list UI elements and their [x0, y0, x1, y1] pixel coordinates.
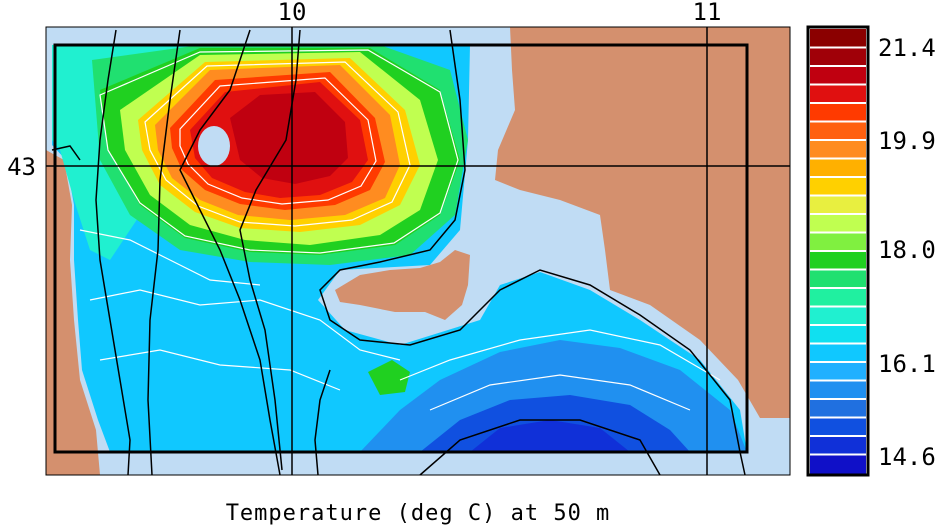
colorbar-label-19-9: 19.9 [878, 127, 936, 155]
colorbar-swatch [810, 47, 866, 67]
colorbar-swatch [810, 121, 866, 141]
land-mainland-east [495, 27, 790, 418]
colorbar-swatch [810, 362, 866, 381]
colorbar-swatch [810, 417, 866, 437]
colorbar-swatches [810, 29, 866, 474]
colorbar-swatch [810, 66, 866, 85]
colorbar-swatch [810, 158, 866, 178]
colorbar-swatch [810, 177, 866, 196]
field-hot-core [230, 92, 348, 184]
field-cool-eddy [198, 126, 230, 166]
colorbar-frame [806, 25, 870, 477]
land-areas [46, 27, 790, 475]
grid-lines [46, 27, 790, 475]
colorbar-swatch [810, 380, 866, 400]
field-green-patch [368, 360, 410, 395]
region-box [53, 43, 749, 454]
colorbar-swatch [810, 251, 866, 270]
colorbar-swatch [810, 454, 866, 474]
colorbar-swatch [810, 140, 866, 159]
land-peninsula [335, 250, 470, 320]
lon-tick-label-11: 11 [693, 0, 722, 26]
colorbar-swatch [810, 436, 866, 455]
colorbar-swatch [810, 343, 866, 363]
field-isotherm-lines [79, 49, 721, 411]
colorbar-label-21-4: 21.4 [878, 34, 936, 62]
lon-tick-label-10: 10 [278, 0, 307, 26]
bathymetry-contours [51, 29, 746, 476]
colorbar-swatch [810, 29, 866, 48]
colorbar-swatch [810, 325, 866, 344]
colorbar-label-16-1: 16.1 [878, 350, 936, 378]
field-cold-deep [470, 420, 630, 452]
colorbar-label-18-0: 18.0 [878, 236, 936, 264]
colorbar: 21.4 19.9 18.0 16.1 14.6 [806, 25, 936, 477]
colorbar-swatch [810, 214, 866, 233]
land-west [46, 150, 100, 475]
colorbar-swatch [810, 84, 866, 104]
map-frame [45, 26, 791, 476]
colorbar-swatch [810, 288, 866, 307]
colorbar-label-14-6: 14.6 [878, 443, 936, 471]
map-panel [45, 26, 791, 476]
colorbar-swatch [810, 306, 866, 326]
temperature-field [52, 45, 747, 452]
colorbar-swatch [810, 103, 866, 122]
colorbar-swatch [810, 195, 866, 215]
lat-tick-label-43: 43 [7, 153, 36, 181]
colorbar-swatch [810, 269, 866, 289]
colorbar-swatch [810, 232, 866, 252]
map-title: Temperature (deg C) at 50 m [226, 501, 611, 526]
colorbar-swatch [810, 399, 866, 418]
